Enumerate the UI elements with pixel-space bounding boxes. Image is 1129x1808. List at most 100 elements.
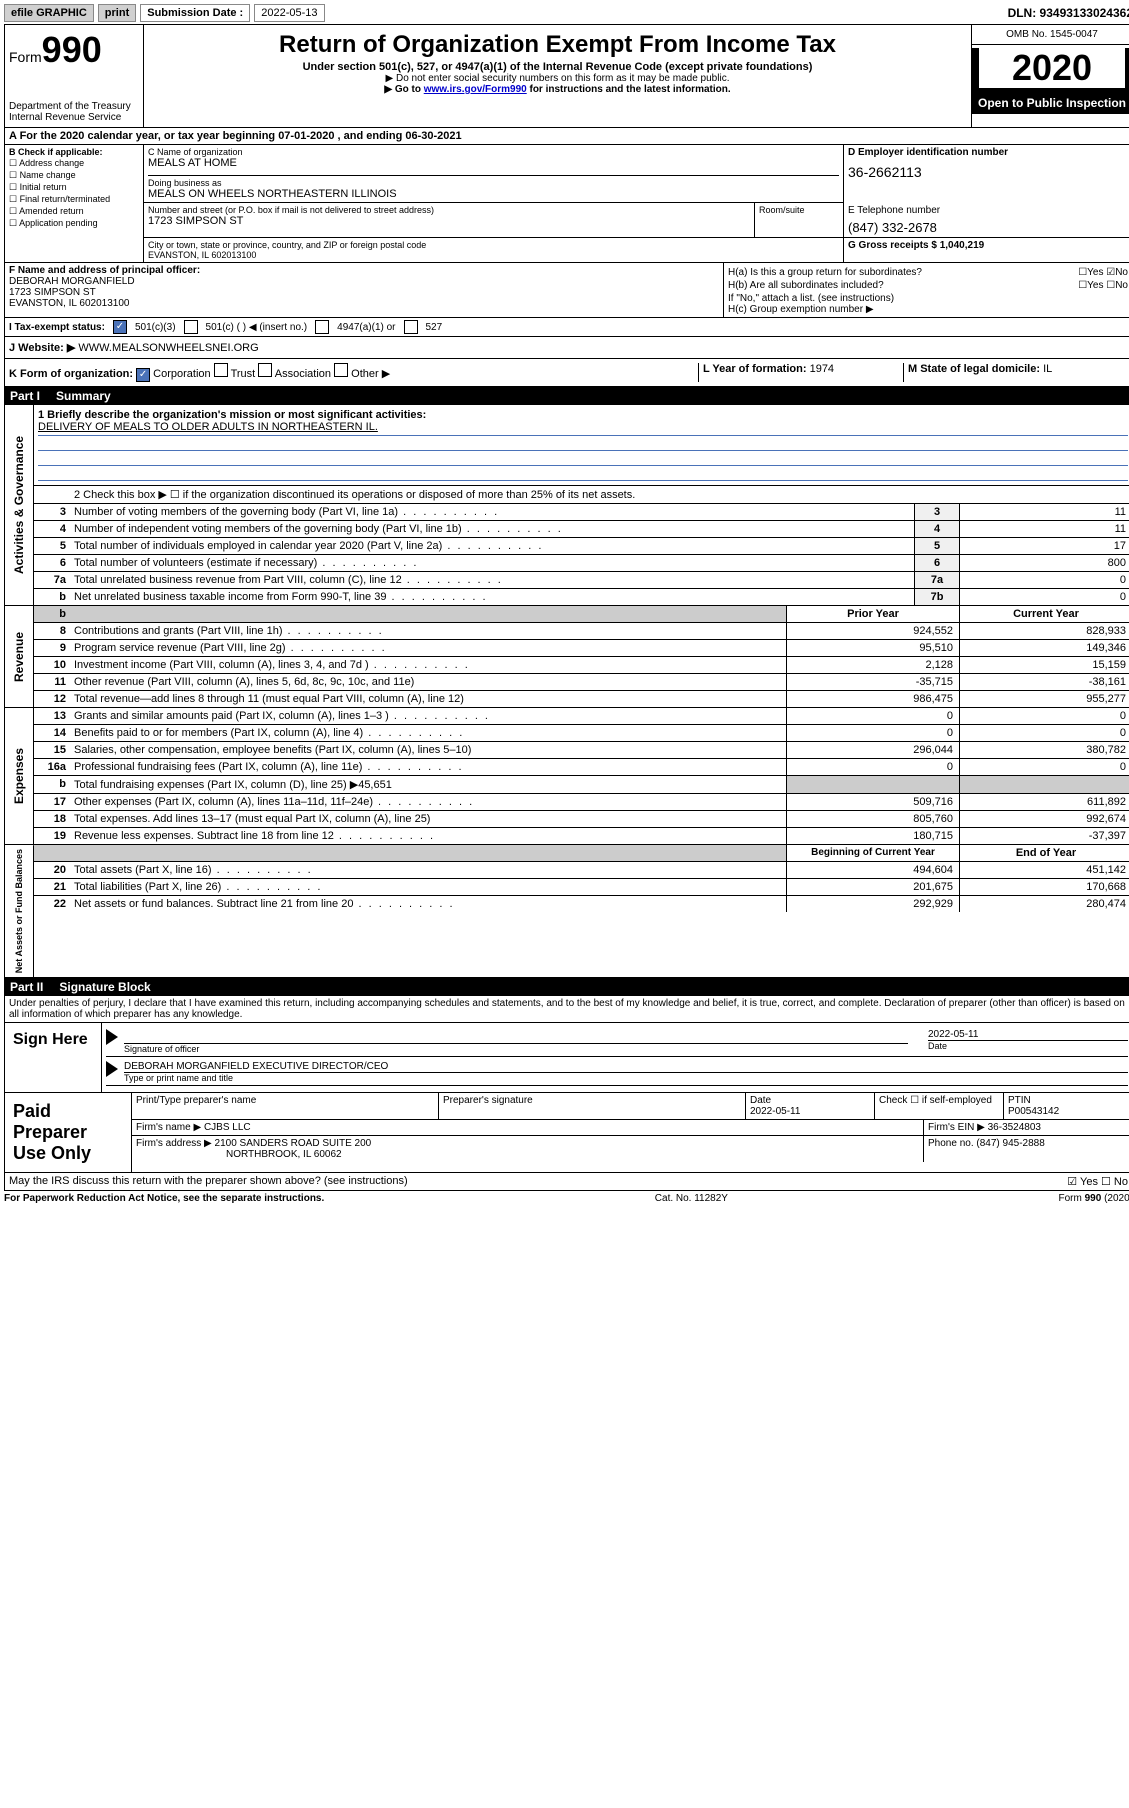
- ptin-value: P00543142: [1008, 1106, 1059, 1117]
- state-domicile: IL: [1043, 363, 1052, 375]
- g-label: G Gross receipts $: [848, 240, 937, 251]
- line21: Total liabilities (Part X, line 26): [70, 879, 786, 895]
- p8: 924,552: [786, 623, 959, 639]
- efile-label: efile GRAPHIC: [4, 4, 94, 22]
- sign-section: Sign Here Signature of officer 2022-05-1…: [4, 1023, 1129, 1093]
- year-formation: 1974: [810, 363, 834, 375]
- hdr-end: End of Year: [959, 845, 1129, 861]
- city-label: City or town, state or province, country…: [148, 240, 839, 250]
- line7a: Total unrelated business revenue from Pa…: [70, 572, 914, 588]
- city-value: EVANSTON, IL 602013100: [148, 250, 839, 260]
- org-name: MEALS AT HOME: [148, 157, 839, 169]
- entity-block: B Check if applicable: ☐ Address change …: [4, 145, 1129, 263]
- print-button[interactable]: print: [98, 4, 136, 22]
- cb-4947[interactable]: [315, 320, 329, 334]
- c20: 451,142: [959, 862, 1129, 878]
- note-ssn: ▶ Do not enter social security numbers o…: [148, 73, 967, 84]
- e-label: E Telephone number: [848, 205, 1128, 216]
- b-label: B Check if applicable:: [9, 147, 139, 157]
- p21: 201,675: [786, 879, 959, 895]
- p18: 805,760: [786, 811, 959, 827]
- instructions-link[interactable]: www.irs.gov/Form990: [424, 84, 527, 95]
- cb-initial-return[interactable]: ☐ Initial return: [9, 182, 139, 193]
- date-label: Date: [928, 1040, 1128, 1051]
- p19: 180,715: [786, 828, 959, 844]
- val6: 800: [959, 555, 1129, 571]
- form-header: Form990 Department of the Treasury Inter…: [4, 24, 1129, 128]
- cb-501c3[interactable]: ✓: [113, 320, 127, 334]
- cb-name-change[interactable]: ☐ Name change: [9, 170, 139, 181]
- line18: Total expenses. Add lines 13–17 (must eq…: [70, 811, 786, 827]
- preparer-date-hdr: Date: [750, 1095, 771, 1106]
- hb-label: H(b) Are all subordinates included?: [728, 280, 884, 291]
- i-label: I Tax-exempt status:: [9, 322, 105, 333]
- preparer-sig-hdr: Preparer's signature: [439, 1093, 746, 1119]
- c14: 0: [959, 725, 1129, 741]
- paid-label: Paid Preparer Use Only: [5, 1093, 132, 1172]
- line12: Total revenue—add lines 8 through 11 (mu…: [70, 691, 786, 707]
- side-governance: Activities & Governance: [5, 405, 34, 605]
- officer-printed-name: DEBORAH MORGANFIELD EXECUTIVE DIRECTOR/C…: [124, 1061, 1128, 1072]
- officer-name: DEBORAH MORGANFIELD: [9, 276, 719, 287]
- cb-address-change[interactable]: ☐ Address change: [9, 158, 139, 169]
- discuss-text: May the IRS discuss this return with the…: [9, 1175, 408, 1188]
- firm-addr2: NORTHBROOK, IL 60062: [226, 1149, 342, 1160]
- mission-text: DELIVERY OF MEALS TO OLDER ADULTS IN NOR…: [38, 421, 1128, 436]
- sig-officer-label: Signature of officer: [124, 1043, 908, 1054]
- inspection-label: Open to Public Inspection: [972, 92, 1129, 114]
- dept-label: Department of the Treasury: [9, 101, 139, 112]
- cb-trust[interactable]: [214, 363, 228, 377]
- dba-label: Doing business as: [148, 178, 839, 188]
- side-revenue: Revenue: [5, 606, 34, 707]
- line8: Contributions and grants (Part VIII, lin…: [70, 623, 786, 639]
- note-link: ▶ Go to www.irs.gov/Form990 for instruct…: [148, 84, 967, 95]
- hdr-prior: Prior Year: [786, 606, 959, 622]
- firm-addr-label: Firm's address ▶: [136, 1138, 212, 1149]
- addr-value: 1723 SIMPSON ST: [148, 215, 750, 227]
- hdr-current: Current Year: [959, 606, 1129, 622]
- c17: 611,892: [959, 794, 1129, 810]
- paid-preparer-section: Paid Preparer Use Only Print/Type prepar…: [4, 1093, 1129, 1173]
- line2: 2 Check this box ▶ ☐ if the organization…: [70, 486, 1129, 503]
- cb-assoc[interactable]: [258, 363, 272, 377]
- c18: 992,674: [959, 811, 1129, 827]
- form-subtitle: Under section 501(c), 527, or 4947(a)(1)…: [148, 61, 967, 73]
- phone-value: (847) 945-2888: [976, 1138, 1044, 1149]
- p10: 2,128: [786, 657, 959, 673]
- website-row: J Website: ▶ WWW.MEALSONWHEELSNEI.ORG: [4, 337, 1129, 359]
- footer: For Paperwork Reduction Act Notice, see …: [4, 1191, 1129, 1206]
- preparer-name-hdr: Print/Type preparer's name: [132, 1093, 439, 1119]
- line1-label: 1 Briefly describe the organization's mi…: [38, 409, 1128, 421]
- c9: 149,346: [959, 640, 1129, 656]
- line9: Program service revenue (Part VIII, line…: [70, 640, 786, 656]
- c15: 380,782: [959, 742, 1129, 758]
- cb-final-return[interactable]: ☐ Final return/terminated: [9, 194, 139, 205]
- cb-amended[interactable]: ☐ Amended return: [9, 206, 139, 217]
- line20: Total assets (Part X, line 16): [70, 862, 786, 878]
- p15: 296,044: [786, 742, 959, 758]
- val5: 17: [959, 538, 1129, 554]
- opt-other: Other ▶: [351, 368, 390, 380]
- d-label: D Employer identification number: [848, 147, 1128, 158]
- expenses-section: Expenses 13Grants and similar amounts pa…: [4, 708, 1129, 845]
- m-label: M State of legal domicile:: [908, 363, 1040, 375]
- mission-blank2: [38, 451, 1128, 466]
- self-employed: Check ☐ if self-employed: [875, 1093, 1004, 1119]
- firm-ein: 36-3524803: [988, 1122, 1041, 1133]
- cb-501c[interactable]: [184, 320, 198, 334]
- tax-year: 2020: [979, 48, 1125, 88]
- line7b: Net unrelated business taxable income fr…: [70, 589, 914, 605]
- cb-527[interactable]: [404, 320, 418, 334]
- cb-other[interactable]: [334, 363, 348, 377]
- c22: 280,474: [959, 896, 1129, 912]
- line11: Other revenue (Part VIII, column (A), li…: [70, 674, 786, 690]
- cb-application[interactable]: ☐ Application pending: [9, 218, 139, 229]
- hdr-beg: Beginning of Current Year: [786, 845, 959, 861]
- c8: 828,933: [959, 623, 1129, 639]
- opt-4947: 4947(a)(1) or: [337, 322, 395, 333]
- cb-corp[interactable]: ✓: [136, 368, 150, 382]
- form-number: Form990: [9, 29, 139, 71]
- ha-label: H(a) Is this a group return for subordin…: [728, 267, 922, 278]
- ptin-hdr: PTIN: [1008, 1095, 1031, 1106]
- part1-header: Part I Summary: [4, 387, 1129, 405]
